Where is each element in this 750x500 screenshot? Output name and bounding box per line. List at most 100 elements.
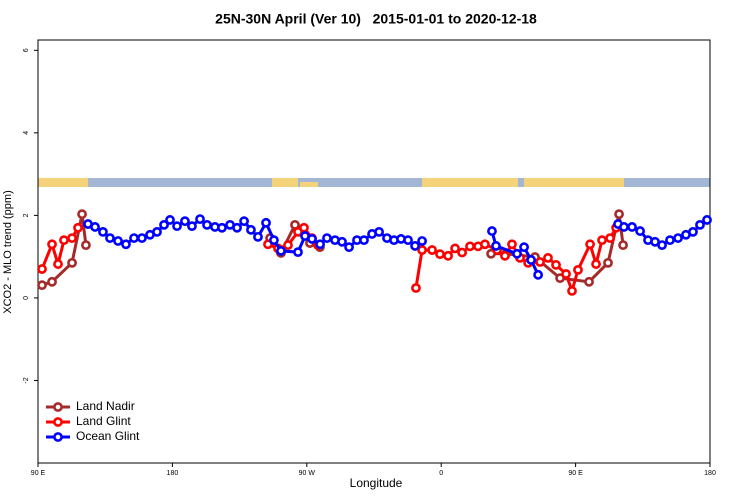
data-point xyxy=(47,239,57,250)
data-point xyxy=(67,257,77,268)
data-point xyxy=(603,257,613,268)
data-point xyxy=(702,215,712,225)
data-point xyxy=(137,233,147,243)
x-tick-label: 90 W xyxy=(299,470,316,477)
data-point xyxy=(98,226,108,237)
data-point xyxy=(585,239,595,250)
x-tick-label: 180 xyxy=(167,470,179,477)
data-point xyxy=(202,219,212,230)
legend-label: Land Nadir xyxy=(76,399,135,413)
data-point xyxy=(165,215,175,225)
data-point xyxy=(359,235,369,246)
data-point xyxy=(573,264,583,275)
data-point xyxy=(627,222,637,232)
data-point xyxy=(688,226,698,237)
data-point xyxy=(450,243,460,254)
data-point xyxy=(73,222,83,233)
land-ocean-strip xyxy=(38,178,710,187)
y-tick-label: 2 xyxy=(23,213,30,217)
data-point xyxy=(410,241,420,251)
data-point xyxy=(543,252,553,263)
data-point xyxy=(535,257,545,267)
data-point xyxy=(276,245,286,256)
data-point xyxy=(337,236,347,247)
data-point xyxy=(217,222,227,233)
x-tick-label: 90 E xyxy=(568,470,583,477)
data-point xyxy=(293,247,303,258)
data-point xyxy=(480,239,490,250)
y-tick-label: 6 xyxy=(23,48,30,52)
x-tick-label: 0 xyxy=(439,470,443,477)
y-tick-label: -2 xyxy=(23,377,30,383)
data-point xyxy=(695,219,705,230)
x-tick-label: 180 xyxy=(704,470,716,477)
data-point xyxy=(614,209,624,220)
data-point xyxy=(591,259,601,269)
data-point xyxy=(618,240,628,251)
data-point xyxy=(491,241,501,251)
data-point xyxy=(403,235,413,246)
data-point xyxy=(657,240,667,251)
data-point xyxy=(526,255,536,265)
data-point xyxy=(59,235,69,246)
data-point xyxy=(299,222,309,233)
data-point xyxy=(567,286,577,296)
data-point xyxy=(443,250,453,261)
data-point xyxy=(90,222,100,232)
data-point xyxy=(232,222,242,233)
data-point xyxy=(81,240,91,251)
data-point xyxy=(487,226,497,236)
data-point xyxy=(533,269,544,280)
legend-marker xyxy=(53,402,63,412)
data-point xyxy=(113,236,123,246)
data-point xyxy=(411,283,421,293)
y-tick-label: 0 xyxy=(23,296,30,300)
legend-label: Land Glint xyxy=(76,414,131,428)
data-point xyxy=(261,217,271,228)
data-point xyxy=(159,219,169,230)
x-axis-label: Longitude xyxy=(350,476,403,490)
y-tick-label: 4 xyxy=(23,131,30,135)
data-point xyxy=(283,240,293,251)
data-point xyxy=(37,264,47,274)
data-point xyxy=(374,226,384,237)
data-point xyxy=(77,209,87,220)
data-point xyxy=(344,242,354,253)
data-point xyxy=(635,226,646,236)
data-point xyxy=(172,221,182,232)
y-axis-label: XCO2 - MLO trend (ppm) xyxy=(2,190,14,313)
data-point xyxy=(121,239,131,250)
data-point xyxy=(239,216,249,227)
data-point xyxy=(427,245,437,255)
data-point xyxy=(37,280,47,291)
data-point xyxy=(253,231,263,242)
data-point xyxy=(665,235,675,246)
data-point xyxy=(246,224,256,235)
data-point xyxy=(673,233,683,243)
legend-marker xyxy=(53,417,63,427)
data-point xyxy=(187,221,197,232)
data-point xyxy=(605,233,615,243)
data-point xyxy=(435,249,445,260)
data-point xyxy=(512,248,522,259)
data-point xyxy=(180,216,190,227)
legend-marker xyxy=(53,432,63,442)
data-point xyxy=(457,247,468,258)
data-point xyxy=(500,250,510,261)
data-point xyxy=(584,276,594,287)
data-point xyxy=(519,242,529,253)
data-point xyxy=(67,233,77,243)
data-point xyxy=(619,222,629,232)
data-point xyxy=(152,226,162,237)
legend-label: Ocean Glint xyxy=(76,429,140,443)
data-point xyxy=(417,236,427,246)
data-point xyxy=(507,239,517,250)
data-point xyxy=(597,235,607,246)
data-point xyxy=(105,233,115,243)
plot-frame xyxy=(37,39,711,464)
data-point xyxy=(322,233,332,243)
data-point xyxy=(195,214,205,225)
data-point xyxy=(47,276,57,287)
data-point xyxy=(129,233,139,243)
